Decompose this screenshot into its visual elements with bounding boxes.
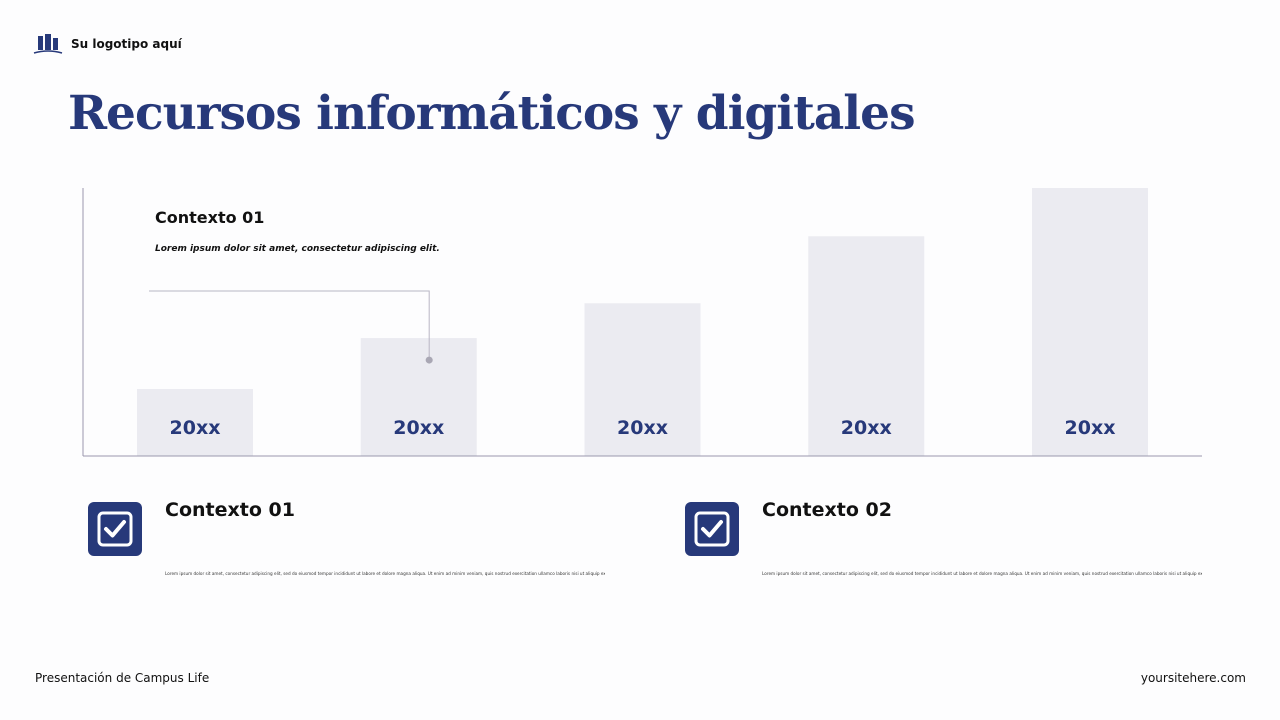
bar [1032,188,1148,456]
checkbox-checked-icon [97,511,133,547]
page-title: Recursos informáticos y digitales [68,86,916,141]
annotation-dot [425,356,433,364]
annotation-text: Lorem ipsum dolor sit amet, consectetur … [155,244,440,254]
bar-label: 20xx [617,417,668,439]
bar-label: 20xx [393,417,444,439]
card-title: Contexto 02 [762,499,892,521]
card-text: Lorem ipsum dolor sit amet, consectetur … [762,571,1202,576]
bar-label: 20xx [170,417,221,439]
building-logo-icon [33,34,63,54]
bar-label: 20xx [841,417,892,439]
bar-label: 20xx [1065,417,1116,439]
bar [584,303,701,456]
annotation-leader-line [149,290,430,361]
checkbox-tile [685,502,739,556]
card-title: Contexto 01 [165,499,295,521]
bar [808,236,925,456]
footer-website: yoursitehere.com [1140,671,1246,685]
bar [137,389,253,456]
bar [360,338,477,456]
annotation-title: Contexto 01 [155,208,265,227]
checkbox-checked-icon [694,511,730,547]
footer-presentation-name: Presentación de Campus Life [35,671,210,685]
card-text: Lorem ipsum dolor sit amet, consectetur … [165,571,605,576]
logo: Su logotipo aquí [33,33,182,55]
checkbox-tile [88,502,142,556]
logo-text: Su logotipo aquí [71,37,182,51]
chart-annotation: Contexto 01 Lorem ipsum dolor sit amet, … [155,208,445,254]
